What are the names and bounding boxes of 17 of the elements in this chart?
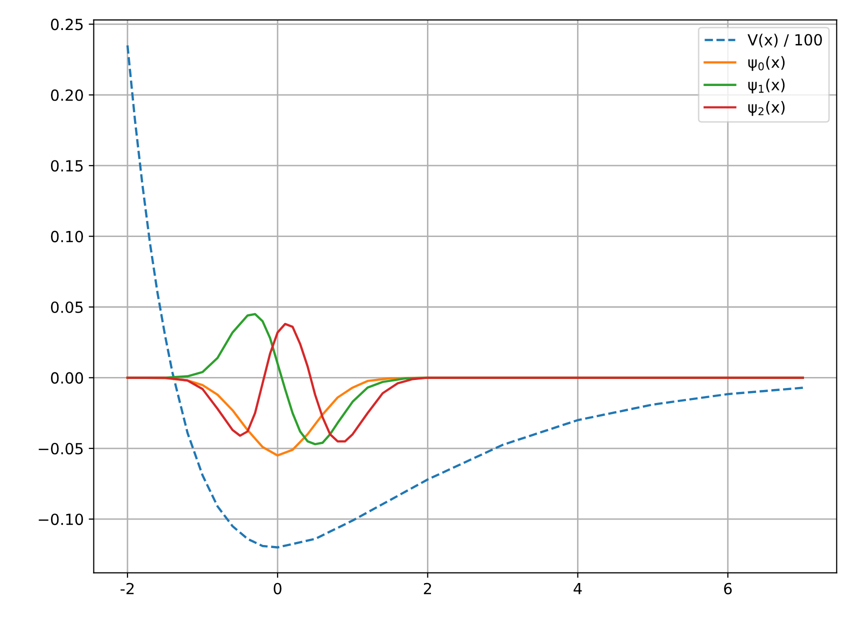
y-tick-label: −0.05 (38, 442, 83, 454)
y-tick-label: 0.10 (50, 230, 83, 242)
y-tick-label: 0.00 (50, 372, 83, 384)
legend-label: ψ$_{2}$(x) (748, 101, 785, 116)
x-tick-label: 0 (274, 582, 282, 594)
y-tick-label: 0.05 (50, 301, 83, 314)
x-tick-label: 4 (574, 583, 582, 594)
legend-label: ψ$_{1}$(x) (748, 78, 785, 94)
y-tick-label: −0.10 (38, 514, 83, 526)
legend-label: V(x) / 100 (748, 34, 822, 48)
y-tick-label: 0.25 (50, 18, 83, 30)
y-tick-label: 0.20 (50, 89, 83, 101)
y-tick-label: 0.15 (50, 160, 83, 172)
x-tick-label: 6 (724, 582, 732, 594)
legend-label: ψ$_{0}$(x) (748, 56, 785, 71)
x-tick-label: -2 (120, 582, 134, 594)
x-tick-label: 2 (424, 582, 431, 594)
